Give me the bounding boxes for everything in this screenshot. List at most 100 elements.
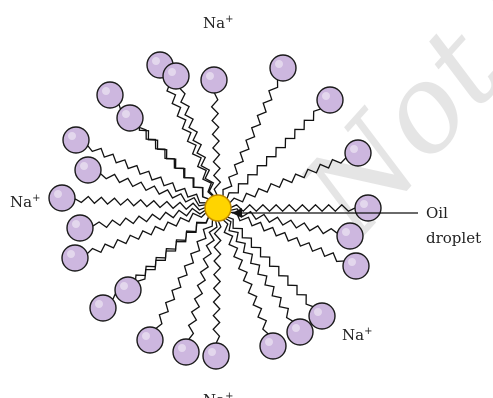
surfactant-molecule — [62, 126, 208, 204]
surfactant-molecule — [74, 156, 207, 207]
surfactant-molecule — [172, 219, 218, 366]
polar-head — [172, 338, 200, 366]
hydrocarbon-tail — [87, 145, 208, 204]
polar-head — [74, 156, 102, 184]
hydrocarbon-tail — [221, 218, 269, 335]
head-highlight — [67, 250, 75, 258]
na-ion-label-top: Na+ — [203, 14, 233, 32]
polar-head — [162, 62, 190, 90]
surfactant-molecule — [221, 218, 287, 360]
polar-head — [62, 126, 90, 154]
polar-head — [202, 342, 230, 370]
hydrocarbon-tail — [229, 211, 345, 263]
polar-head — [316, 86, 344, 114]
head-highlight — [168, 68, 176, 76]
head-highlight — [206, 72, 214, 80]
na-ion-label-bottom: Na+ — [203, 391, 233, 398]
na-ion-label-right: Na+ — [342, 326, 372, 344]
polar-head — [96, 81, 124, 109]
hydrocarbon-tail — [212, 219, 222, 344]
head-highlight — [68, 132, 76, 140]
hydrocarbon-tail — [224, 217, 294, 322]
head-highlight — [152, 57, 160, 65]
hydrocarbon-tail — [92, 207, 207, 229]
surfactant-molecule — [226, 215, 336, 330]
oil-droplet-pointer — [232, 208, 418, 218]
head-highlight — [72, 220, 80, 228]
hydrocarbon-tail — [86, 211, 208, 255]
oil-label-line2: droplet — [426, 229, 481, 247]
surfactant-molecule — [66, 207, 207, 242]
oil-label-line1: Oil — [426, 204, 448, 222]
polar-head — [336, 222, 364, 250]
surfactant-molecule — [229, 208, 364, 250]
surfactant-molecule — [116, 104, 210, 201]
hydrocarbon-tail — [226, 215, 314, 308]
head-highlight — [292, 324, 300, 332]
head-highlight — [350, 145, 358, 153]
polar-head — [116, 104, 144, 132]
head-highlight — [80, 162, 88, 170]
head-highlight — [275, 60, 283, 68]
hydrocarbon-tail — [164, 76, 214, 198]
polar-head — [259, 332, 287, 360]
head-highlight — [54, 190, 62, 198]
surfactant-molecule — [96, 81, 210, 200]
hydrocarbon-tail — [137, 215, 210, 282]
polar-head — [66, 214, 94, 242]
surfactant-molecule — [229, 211, 370, 280]
oil-droplet-core — [204, 194, 232, 222]
surfactant-molecule — [89, 215, 210, 322]
head-highlight — [322, 92, 330, 100]
hydrocarbon-tail — [187, 219, 218, 340]
polar-head — [114, 276, 142, 304]
surfactant-molecule — [222, 54, 297, 198]
head-highlight — [178, 344, 186, 352]
head-highlight — [122, 110, 130, 118]
surfactant-molecule — [202, 219, 230, 370]
head-highlight — [360, 200, 368, 208]
surfactant-molecule — [224, 217, 314, 346]
head-highlight — [348, 258, 356, 266]
polar-head — [200, 66, 228, 94]
polar-head — [136, 326, 164, 354]
hydrocarbon-tail — [210, 92, 222, 197]
polar-head — [342, 252, 370, 280]
hydrocarbon-tail — [100, 173, 207, 207]
hydrocarbon-tail — [138, 126, 210, 201]
head-highlight — [208, 348, 216, 356]
polar-head — [344, 139, 372, 167]
polar-head — [61, 244, 89, 272]
hydrocarbon-tail — [179, 87, 215, 198]
surfactant-molecule — [136, 218, 214, 354]
polar-head — [89, 294, 117, 322]
head-highlight — [95, 300, 103, 308]
surfactant-molecules — [48, 51, 382, 370]
surfactant-molecule — [229, 194, 382, 222]
polar-head — [269, 54, 297, 82]
surfactant-molecule — [225, 86, 344, 200]
head-highlight — [265, 338, 273, 346]
hydrocarbon-tail — [155, 218, 214, 329]
surfactant-molecule — [162, 62, 215, 198]
head-highlight — [102, 87, 110, 95]
surfactant-molecule — [61, 211, 208, 272]
hydrocarbon-tail — [228, 157, 347, 205]
surfactant-molecule — [228, 139, 372, 205]
surfactant-molecule — [114, 215, 210, 304]
hydrocarbon-tail — [225, 108, 321, 200]
head-highlight — [142, 332, 150, 340]
polar-head — [308, 302, 336, 330]
surfactant-molecule — [200, 66, 228, 197]
hydrocarbon-tail — [229, 203, 356, 213]
head-highlight — [120, 282, 128, 290]
head-highlight — [314, 308, 322, 316]
surfactant-molecule — [48, 184, 207, 212]
na-ion-label-left: Na+ — [10, 193, 40, 211]
hydrocarbon-tail — [222, 79, 279, 198]
polar-head — [354, 194, 382, 222]
polar-head — [48, 184, 76, 212]
polar-head — [286, 318, 314, 346]
hydrocarbon-tail — [74, 195, 207, 211]
